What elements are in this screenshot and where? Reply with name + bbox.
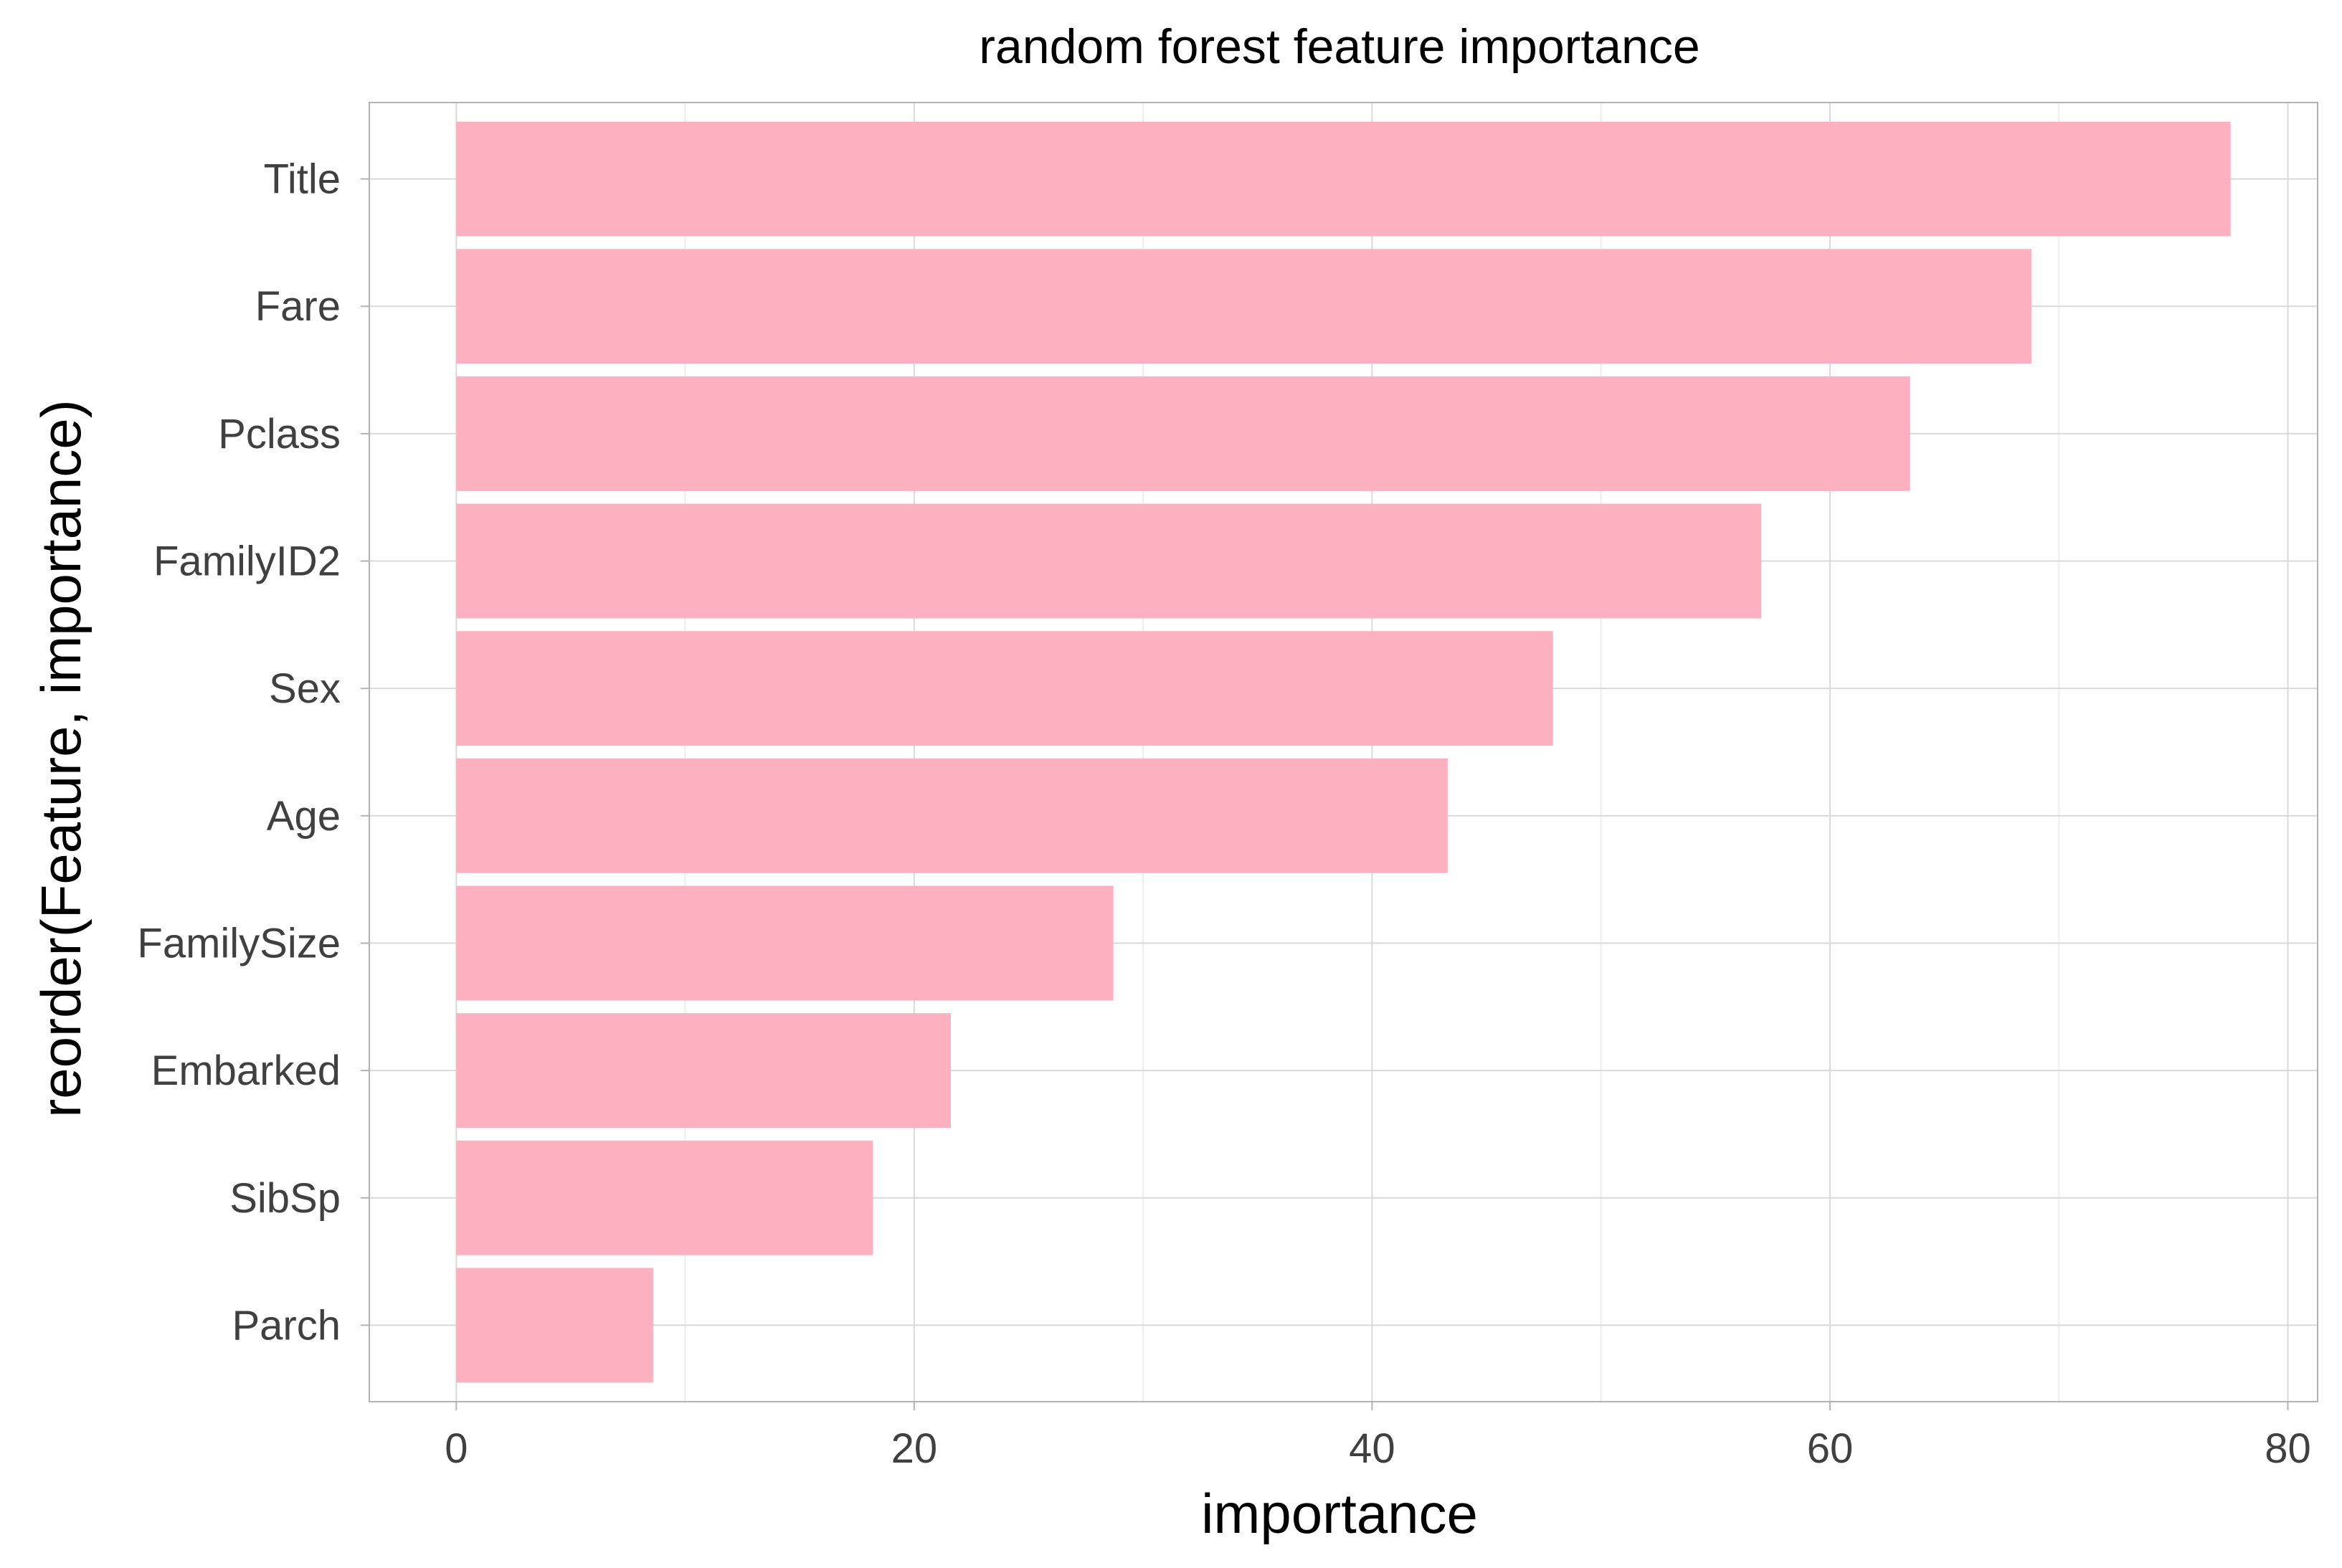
x-tick-label: 80 [2265, 1425, 2311, 1472]
bar-sex [456, 631, 1553, 746]
bar-pclass [456, 376, 1910, 491]
x-tick-label: 40 [1349, 1425, 1395, 1472]
bar-fare [456, 249, 2032, 364]
bar-sibsp [456, 1140, 873, 1255]
bars [456, 121, 2231, 1383]
x-axis-title: importance [1201, 1482, 1478, 1545]
y-axis-title: reorder(Feature, importance) [29, 399, 93, 1117]
bar-age [456, 758, 1448, 873]
y-tick-label: Sex [269, 665, 341, 712]
x-tick-label: 60 [1807, 1425, 1854, 1472]
bar-parch [456, 1268, 653, 1383]
bar-title [456, 121, 2231, 237]
y-tick-label: Title [264, 156, 341, 203]
bar-embarked [456, 1013, 951, 1129]
x-tick-label: 0 [445, 1425, 468, 1472]
y-tick-label: SibSp [229, 1175, 341, 1222]
x-tick-label: 20 [891, 1425, 938, 1472]
y-tick-label: Pclass [218, 411, 341, 457]
y-tick-label: Embarked [151, 1047, 341, 1094]
chart-title: random forest feature importance [979, 19, 1699, 74]
bar-familyid2 [456, 503, 1762, 619]
y-tick-label: Age [267, 793, 341, 840]
y-tick-label: Fare [255, 283, 341, 330]
tick-labels: Title Fare Pclass FamilyID2 Sex Age FamilySize… [137, 156, 2310, 1472]
y-tick-label: FamilySize [137, 920, 341, 966]
y-tick-label: FamilyID2 [153, 538, 341, 585]
bar-familysize [456, 885, 1114, 1001]
panel-border [369, 102, 2318, 1402]
y-tick-label: Parch [232, 1302, 341, 1349]
axis-ticks [361, 178, 2289, 1410]
